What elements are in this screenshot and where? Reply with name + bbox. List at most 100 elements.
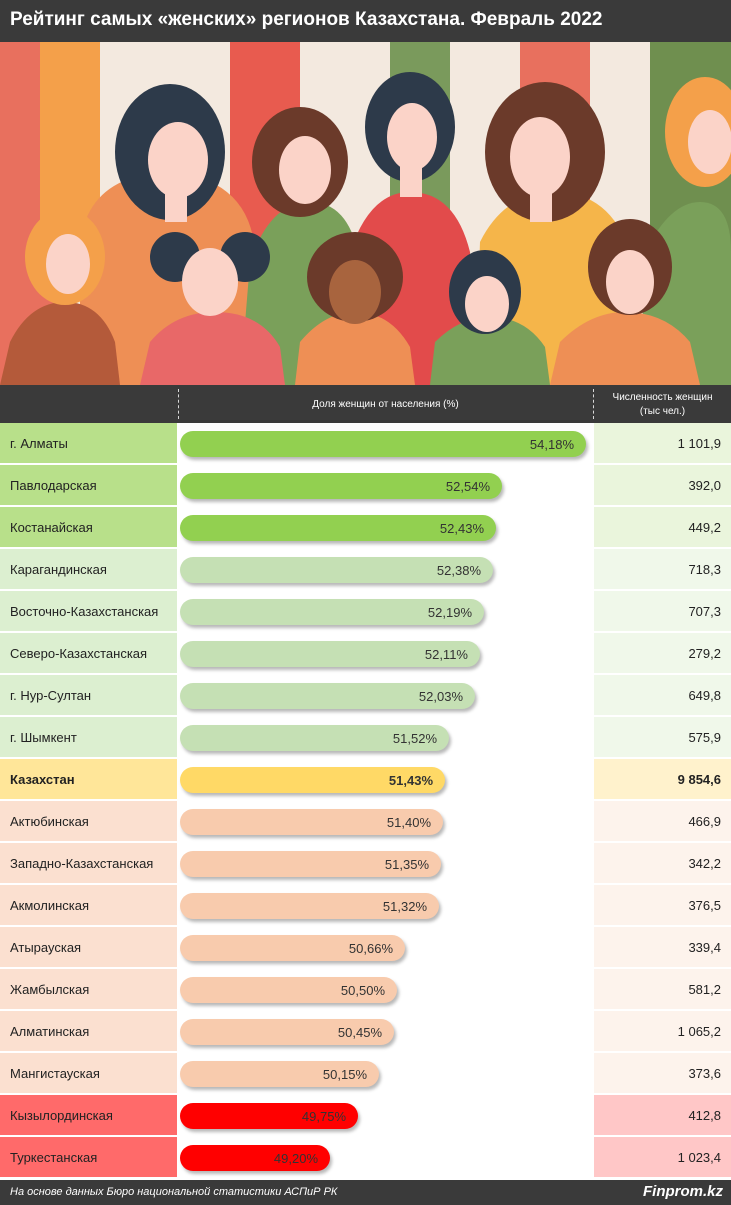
share-bar: 51,32% — [180, 893, 439, 919]
share-bar: 51,40% — [180, 809, 443, 835]
table-row: Павлодарская 52,54% 392,0 — [0, 465, 731, 505]
footer: На основе данных Бюро национальной стати… — [0, 1180, 731, 1205]
region-cell: Костанайская — [0, 507, 177, 547]
share-value-label: 52,43% — [439, 521, 484, 536]
bar-cell: 51,43% — [179, 759, 592, 799]
bar-cell: 50,50% — [179, 969, 592, 1009]
table-row: Кызылординская 49,75% 412,8 — [0, 1095, 731, 1135]
table-row: г. Нур-Султан 52,03% 649,8 — [0, 675, 731, 715]
count-cell: 581,2 — [594, 969, 731, 1009]
count-value: 339,4 — [688, 940, 721, 955]
count-value: 342,2 — [688, 856, 721, 871]
count-cell: 376,5 — [594, 885, 731, 925]
count-cell: 279,2 — [594, 633, 731, 673]
share-bar: 49,20% — [180, 1145, 330, 1171]
share-bar: 49,75% — [180, 1103, 358, 1129]
count-value: 412,8 — [688, 1108, 721, 1123]
share-bar: 52,19% — [180, 599, 484, 625]
count-value: 581,2 — [688, 982, 721, 997]
count-cell: 707,3 — [594, 591, 731, 631]
women-crowd-image — [0, 42, 731, 385]
region-name: Павлодарская — [10, 478, 97, 493]
header-divider — [593, 389, 594, 419]
region-cell: Мангистауская — [0, 1053, 177, 1093]
bar-cell: 54,18% — [179, 423, 592, 463]
count-cell: 449,2 — [594, 507, 731, 547]
share-bar: 52,54% — [180, 473, 502, 499]
region-cell: Акмолинская — [0, 885, 177, 925]
region-name: Актюбинская — [10, 814, 89, 829]
share-bar: 51,52% — [180, 725, 449, 751]
region-cell: Северо-Казахстанская — [0, 633, 177, 673]
count-value: 466,9 — [688, 814, 721, 829]
share-bar: 52,38% — [180, 557, 493, 583]
share-value-label: 49,75% — [301, 1109, 346, 1124]
region-name: Жамбылская — [10, 982, 90, 997]
bar-cell: 51,32% — [179, 885, 592, 925]
bar-cell: 51,40% — [179, 801, 592, 841]
count-cell: 339,4 — [594, 927, 731, 967]
share-value-label: 51,43% — [388, 773, 433, 788]
table-row: Жамбылская 50,50% 581,2 — [0, 969, 731, 1009]
table-row: Северо-Казахстанская 52,11% 279,2 — [0, 633, 731, 673]
count-value: 707,3 — [688, 604, 721, 619]
count-value: 1 023,4 — [677, 1150, 721, 1165]
bar-cell: 49,75% — [179, 1095, 592, 1135]
bar-cell: 50,45% — [179, 1011, 592, 1051]
count-value: 1 101,9 — [677, 436, 721, 451]
brand-logo: Finprom.kz — [642, 1183, 723, 1200]
bar-cell: 51,52% — [179, 717, 592, 757]
count-value: 392,0 — [688, 478, 721, 493]
region-cell: Карагандинская — [0, 549, 177, 589]
table-row: Атырауская 50,66% 339,4 — [0, 927, 731, 967]
bar-cell: 52,54% — [179, 465, 592, 505]
count-cell: 466,9 — [594, 801, 731, 841]
chart-title: Рейтинг самых «женских» регионов Казахст… — [10, 9, 603, 30]
region-name: г. Нур-Султан — [10, 688, 92, 703]
region-cell: г. Шымкент — [0, 717, 177, 757]
region-name: Восточно-Казахстанская — [10, 604, 159, 619]
count-cell: 1 101,9 — [594, 423, 731, 463]
count-value: 649,8 — [688, 688, 721, 703]
region-name: Алматинская — [10, 1024, 90, 1039]
table-row: Акмолинская 51,32% 376,5 — [0, 885, 731, 925]
region-name: Северо-Казахстанская — [10, 646, 148, 661]
table-row: Костанайская 52,43% 449,2 — [0, 507, 731, 547]
share-value-label: 51,32% — [382, 899, 427, 914]
share-value-label: 50,45% — [337, 1025, 382, 1040]
women-illustration — [0, 42, 731, 385]
share-value-label: 52,19% — [427, 605, 472, 620]
region-name: Карагандинская — [10, 562, 107, 577]
count-column-header-line2: (тыс чел.) — [639, 406, 686, 417]
region-cell: Казахстан — [0, 759, 177, 799]
count-value: 373,6 — [688, 1066, 721, 1081]
bar-cell: 50,15% — [179, 1053, 592, 1093]
share-value-label: 50,15% — [322, 1067, 367, 1082]
region-cell: г. Нур-Султан — [0, 675, 177, 715]
region-cell: Алматинская — [0, 1011, 177, 1051]
share-bar: 50,15% — [180, 1061, 379, 1087]
share-value-label: 51,40% — [386, 815, 431, 830]
source-note: На основе данных Бюро национальной стати… — [10, 1186, 338, 1198]
region-cell: Павлодарская — [0, 465, 177, 505]
region-cell: Восточно-Казахстанская — [0, 591, 177, 631]
region-name: Западно-Казахстанская — [10, 856, 154, 871]
region-name: Мангистауская — [10, 1066, 100, 1081]
table-row: Западно-Казахстанская 51,35% 342,2 — [0, 843, 731, 883]
region-cell: г. Алматы — [0, 423, 177, 463]
share-column-header: Доля женщин от населения (%) — [312, 399, 459, 410]
table-row: Мангистауская 50,15% 373,6 — [0, 1053, 731, 1093]
bar-cell: 51,35% — [179, 843, 592, 883]
share-bar: 50,66% — [180, 935, 405, 961]
share-value-label: 52,11% — [424, 647, 468, 662]
region-name: Казахстан — [10, 772, 75, 787]
region-name: Атырауская — [10, 940, 82, 955]
share-value-label: 52,03% — [418, 689, 463, 704]
table-row: Алматинская 50,45% 1 065,2 — [0, 1011, 731, 1051]
table-row: Туркестанская 49,20% 1 023,4 — [0, 1137, 731, 1177]
table-row: г. Алматы 54,18% 1 101,9 — [0, 423, 731, 463]
count-value: 718,3 — [688, 562, 721, 577]
table-row: Карагандинская 52,38% 718,3 — [0, 549, 731, 589]
share-bar: 54,18% — [180, 431, 586, 457]
table-header: Доля женщин от населения (%) Численность… — [0, 385, 731, 423]
